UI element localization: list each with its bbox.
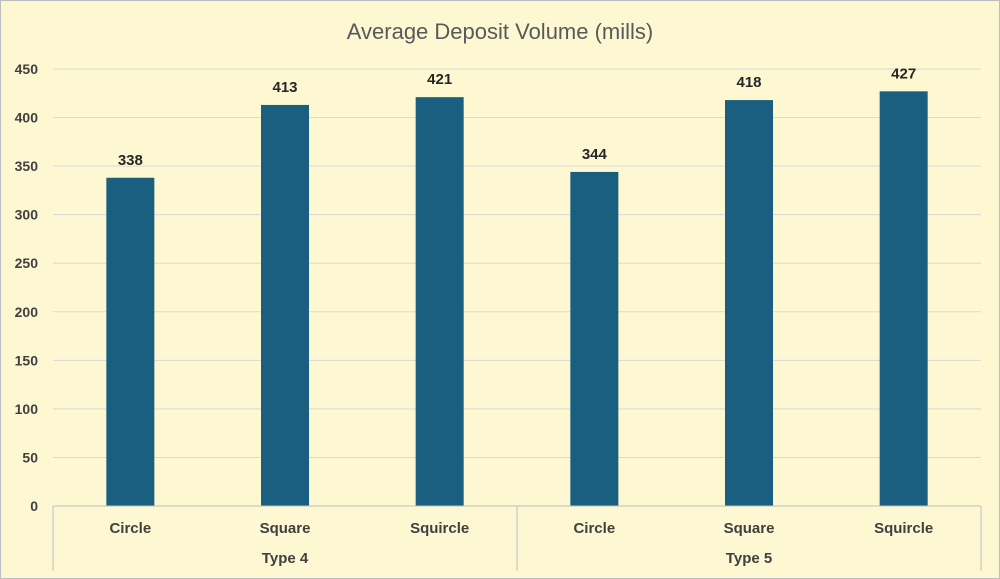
x-tick-label: Circle <box>109 520 151 537</box>
x-tick-label: Squircle <box>410 520 469 537</box>
bar <box>415 97 464 506</box>
y-tick-label: 250 <box>15 255 39 271</box>
x-tick-label: Square <box>260 520 311 537</box>
y-tick-label: 150 <box>15 352 39 368</box>
bars <box>106 91 928 506</box>
x-tick-label: Squircle <box>874 520 933 537</box>
data-label: 344 <box>582 146 608 163</box>
y-tick-label: 450 <box>15 61 39 77</box>
y-tick-label: 0 <box>30 498 38 514</box>
bar <box>570 171 619 506</box>
bar <box>725 100 773 506</box>
y-axis-ticks: 0 50 100 150 200 250 300 350 400 450 <box>15 61 39 514</box>
x-axis: Circle Square Squircle Circle Square Squircle… <box>52 505 982 571</box>
y-tick-label: 200 <box>15 304 39 320</box>
y-tick-label: 50 <box>22 449 38 465</box>
bar <box>106 177 155 506</box>
chart-title: Average Deposit Volume (mills) <box>347 19 654 44</box>
data-label: 338 <box>118 152 143 169</box>
y-tick-label: 350 <box>15 158 39 174</box>
data-label: 418 <box>736 74 761 91</box>
x-group-label: Type 4 <box>262 550 309 567</box>
data-labels: 338 413 421 344 418 427 <box>118 65 916 168</box>
y-tick-label: 400 <box>15 110 39 126</box>
x-tick-label: Circle <box>573 520 615 537</box>
x-group-label: Type 5 <box>726 550 772 567</box>
bar <box>261 104 309 506</box>
data-label: 427 <box>891 65 916 82</box>
data-label: 421 <box>427 71 452 88</box>
gridlines <box>53 68 981 458</box>
y-tick-label: 100 <box>15 401 39 417</box>
bar <box>879 91 928 506</box>
y-tick-label: 300 <box>15 207 39 223</box>
data-label: 413 <box>272 79 297 96</box>
x-tick-label: Square <box>724 520 775 537</box>
